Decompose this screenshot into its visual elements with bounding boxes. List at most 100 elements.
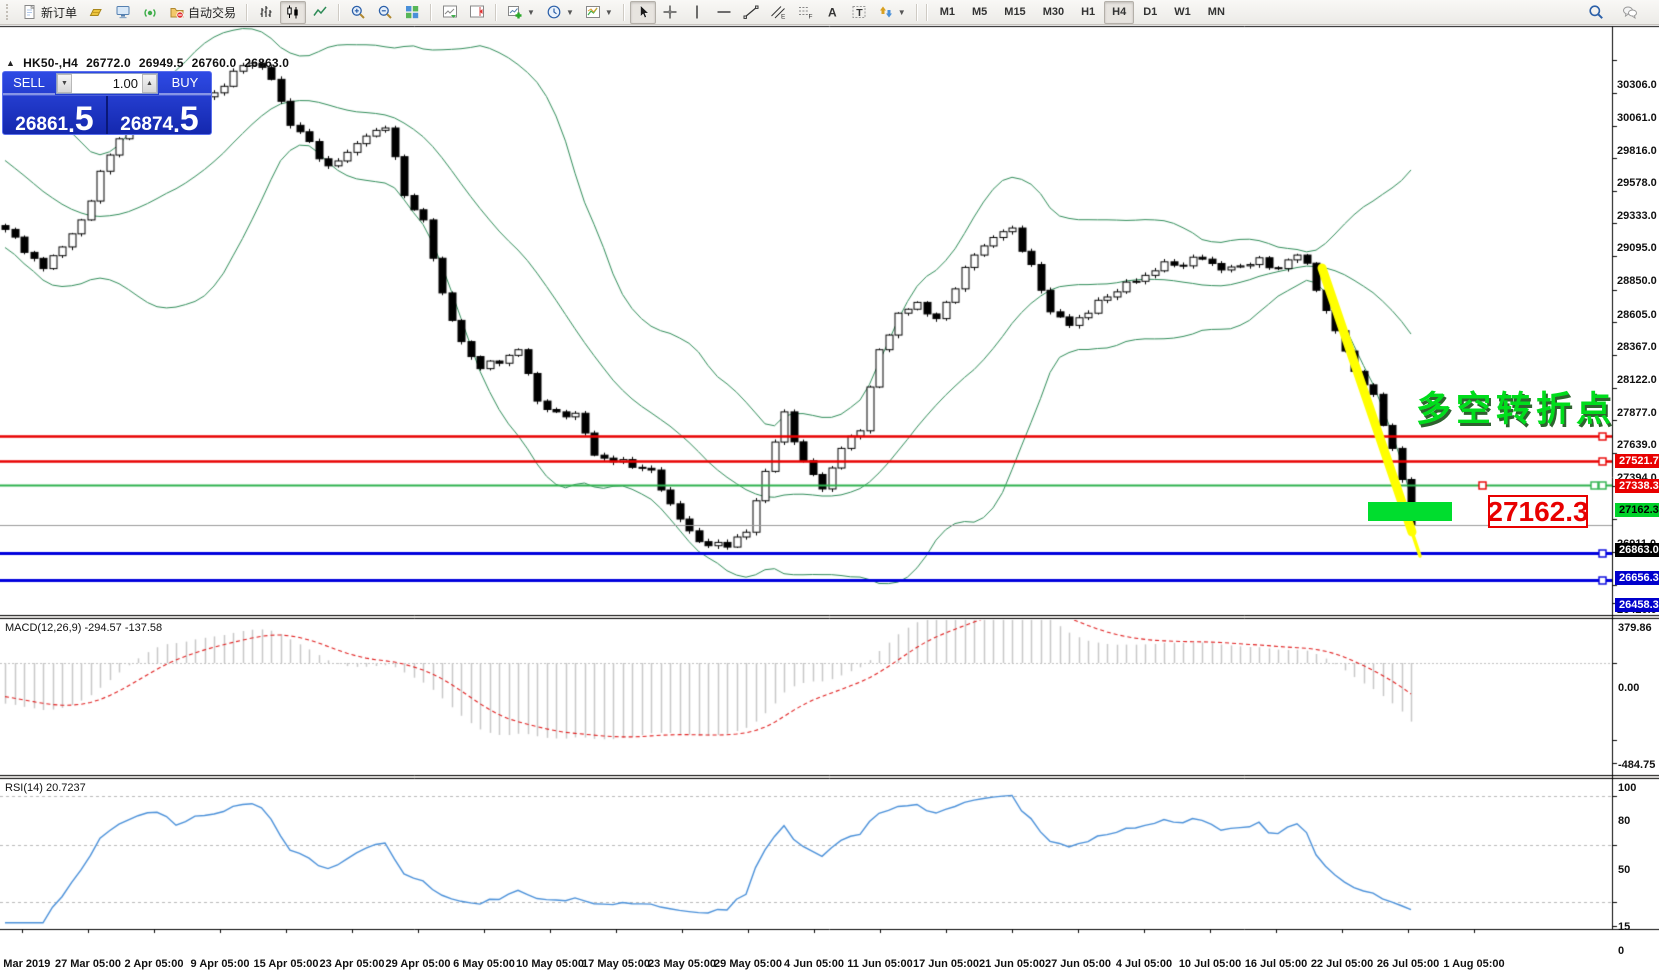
community-chat-button[interactable] (1617, 1, 1643, 24)
line-chart-button[interactable] (307, 1, 333, 24)
turning-point-text-annotation[interactable]: 多空转折点 (1416, 390, 1617, 429)
time-axis-label: 27 Jun 05:00 (1044, 958, 1112, 970)
chart-shift-button[interactable] (464, 1, 490, 24)
arrows-button[interactable]: ▼ (873, 1, 911, 24)
timeframe-mn-button[interactable]: MN (1207, 6, 1225, 18)
svg-text:F: F (808, 14, 812, 21)
time-axis-label: 6 May 05:00 (453, 958, 515, 970)
publisher-icon (115, 4, 131, 20)
fibonacci-retracement-button[interactable]: F (792, 1, 818, 24)
time-axis-label: 15 Apr 05:00 (253, 958, 319, 970)
bar-chart-button[interactable] (253, 1, 279, 24)
toolbar-grip[interactable] (6, 4, 13, 20)
equidistant-channel-button[interactable]: E (765, 1, 791, 24)
volume-input[interactable]: 1.00 (112, 76, 138, 91)
publisher-button[interactable] (110, 1, 136, 24)
timeframe-w1-button[interactable]: W1 (1174, 6, 1191, 18)
templates-dropdown-arrow-icon[interactable]: ▼ (604, 7, 613, 17)
time-axis-label: 27 Mar 05:00 (54, 958, 122, 970)
vertical-line-button[interactable] (684, 1, 710, 24)
time-axis-label: 9 Apr 05:00 (190, 958, 250, 970)
svg-text:E: E (781, 14, 786, 21)
crosshair-button[interactable] (657, 1, 683, 24)
toolbar-separator (622, 3, 625, 21)
arrows-dropdown-arrow-icon[interactable]: ▼ (897, 7, 906, 17)
timeframe-d1-button[interactable]: D1 (1143, 6, 1158, 18)
volume-increase-button[interactable]: ▲ (142, 74, 157, 93)
highlight-rectangle-annotation[interactable] (1368, 502, 1452, 521)
buy-button[interactable]: BUY (159, 72, 211, 95)
new-order-icon (22, 4, 38, 20)
macd-value-signal: -137.58 (124, 622, 163, 634)
volume-decrease-button[interactable]: ▼ (57, 74, 72, 93)
time-axis-label: 11 Jun 05:00 (847, 958, 913, 970)
zoom-out-icon (377, 4, 393, 20)
buy-price-dot: . (173, 110, 180, 135)
ohlc-open: 26772.0 (86, 56, 131, 70)
price-axis-tick: 29333.0 (1617, 210, 1657, 223)
auto-scroll-button[interactable] (437, 1, 463, 24)
timeframe-h1-button[interactable]: H1 (1081, 6, 1096, 18)
periods-button[interactable]: ▼ (541, 1, 579, 24)
collapse-panel-icon[interactable]: ▲ (6, 58, 16, 68)
timeframe-m5-button[interactable]: M5 (972, 6, 988, 18)
rsi-value: 20.7237 (45, 782, 86, 794)
one-click-trading-panel: SELL ▼ 1.00 ▲ BUY 26861 . 5 26874 . 5 (2, 71, 212, 135)
timeframe-m15-button[interactable]: M15 (1004, 6, 1026, 18)
horizontal-line-26863.0[interactable] (0, 547, 1612, 553)
sell-price-dot: . (68, 110, 75, 135)
sell-price-main: 26861 (15, 114, 69, 135)
macd-panel-splitter[interactable] (0, 640, 1659, 645)
line-chart-icon (312, 4, 328, 20)
buy-price-decimal: 5 (179, 100, 199, 135)
horizontal-line-button[interactable] (711, 1, 737, 24)
toolbar-separator (246, 3, 249, 21)
timeframe-m1-button[interactable]: M1 (939, 6, 955, 18)
rsi-indicator-label: RSI(14) 20.7237 (5, 782, 86, 794)
zoom-out-button[interactable] (372, 1, 398, 24)
sell-price-decimal: 5 (74, 100, 94, 135)
horizontal-line-26458.3[interactable] (0, 602, 1612, 608)
periods-dropdown-arrow-icon[interactable]: ▼ (565, 7, 574, 17)
new-chart-button[interactable]: ▼ (502, 1, 540, 24)
new-order-button[interactable]: 新订单 (17, 1, 82, 24)
ohlc-low: 26760.0 (191, 56, 237, 70)
rsi-axis-tick: 80 (1618, 814, 1631, 827)
time-axis-label: 23 Apr 05:00 (319, 958, 385, 970)
tile-windows-button[interactable] (399, 1, 425, 24)
horizontal-line-27338.3[interactable] (0, 483, 1612, 489)
market-depth-button[interactable] (83, 1, 109, 24)
chart-plot-area[interactable] (0, 25, 1659, 950)
text-button[interactable]: A (819, 1, 845, 24)
time-axis-label: 17 Jun 05:00 (912, 958, 980, 970)
chart-shift-icon (469, 4, 485, 20)
price-callout-label[interactable]: 27162.3 (1487, 495, 1589, 528)
buy-price-button[interactable]: 26874 . 5 (108, 96, 211, 135)
zoom-in-button[interactable] (345, 1, 371, 24)
chart-title: ▲ HK50-,H4 26772.0 26949.5 26760.0 26863… (6, 56, 289, 70)
text-icon: A (824, 4, 840, 20)
candlestick-chart-button[interactable] (280, 0, 307, 24)
symbol-period-label: HK50-,H4 (23, 56, 79, 70)
cursor-button[interactable] (629, 0, 656, 24)
sell-button[interactable]: SELL (3, 72, 55, 95)
trendline-button[interactable] (738, 1, 764, 24)
new-chart-dropdown-arrow-icon[interactable]: ▼ (527, 7, 535, 17)
price-axis-tick: 29095.0 (1617, 242, 1657, 255)
text-label-button[interactable]: T (846, 1, 872, 24)
signals-button[interactable] (137, 1, 163, 24)
macd-value-main: -294.57 (84, 622, 122, 634)
price-level-label-26863.0: 26863.0 (1615, 543, 1659, 558)
price-axis-tick: 28850.0 (1617, 275, 1657, 288)
time-axis-label: 21 Mar 2019 (0, 958, 51, 970)
sell-price-button[interactable]: 26861 . 5 (3, 96, 108, 135)
rsi-panel-splitter[interactable] (0, 800, 1659, 805)
macd-indicator-label: MACD(12,26,9) -294.57 -137.58 (5, 622, 163, 634)
time-axis-label: 23 May 05:00 (648, 958, 716, 970)
search-button[interactable] (1583, 1, 1609, 24)
auto-trading-button[interactable]: 自动交易 (164, 1, 241, 24)
horizontal-line-26656.3[interactable] (0, 575, 1612, 581)
templates-button[interactable]: ▼ (580, 1, 618, 24)
timeframe-h4-button[interactable]: H4 (1104, 0, 1135, 24)
timeframe-m30-button[interactable]: M30 (1042, 6, 1065, 18)
